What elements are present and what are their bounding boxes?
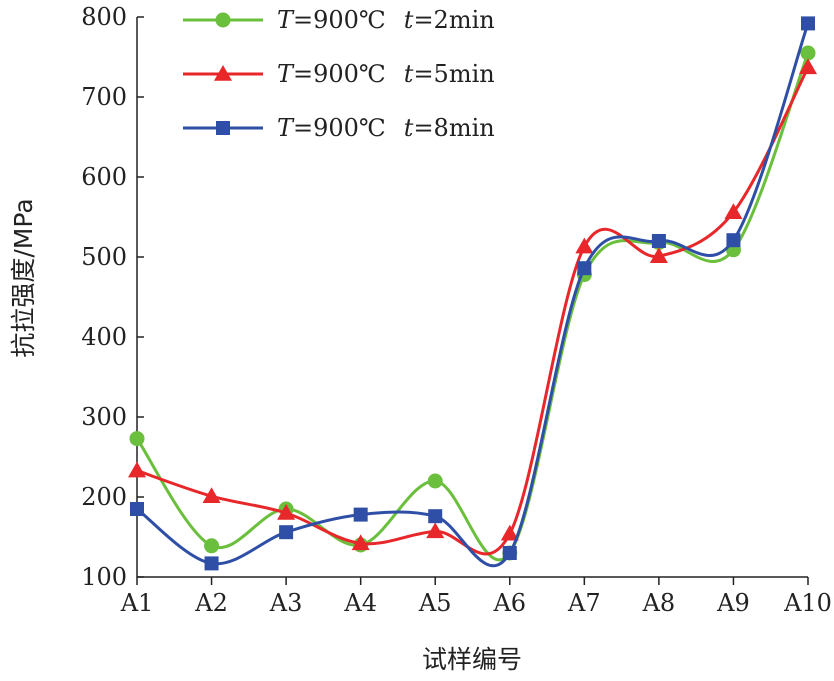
data-point xyxy=(426,522,445,539)
data-point xyxy=(204,538,220,554)
legend-label-part: =900℃ xyxy=(293,114,386,142)
series-2 xyxy=(128,58,817,556)
data-point xyxy=(130,502,144,516)
legend-label-part: =8min xyxy=(413,114,494,142)
legend-label-part: t xyxy=(404,60,414,88)
x-tick-label: A2 xyxy=(194,589,228,617)
y-tick-label: 100 xyxy=(81,563,127,591)
data-point xyxy=(726,233,741,248)
data-point xyxy=(428,509,443,524)
data-point xyxy=(800,45,816,61)
legend-label-part: =900℃ xyxy=(293,6,386,34)
y-ticks: 100 200 300 400 500 600 700 800 xyxy=(81,3,144,591)
data-point xyxy=(427,473,443,489)
data-point xyxy=(277,504,296,520)
data-point xyxy=(279,525,294,540)
data-point xyxy=(649,247,668,263)
series-3 xyxy=(130,16,815,571)
y-tick-label: 200 xyxy=(81,483,127,511)
data-point xyxy=(575,237,594,254)
y-tick-label: 800 xyxy=(81,3,127,31)
data-point xyxy=(577,261,592,276)
data-point xyxy=(799,58,817,75)
legend-label-part: =900℃ xyxy=(293,60,386,88)
legend-label: T=900℃ t=8min xyxy=(277,114,495,142)
x-tick-label: A1 xyxy=(120,589,154,617)
axes xyxy=(136,17,808,578)
legend-item: T=900℃ t=8min xyxy=(183,114,495,142)
data-point xyxy=(351,534,370,551)
legend-marker xyxy=(216,121,230,135)
legend-item: T=900℃ t=5min xyxy=(183,60,495,88)
data-point xyxy=(500,524,519,541)
x-tick-label: A7 xyxy=(567,589,601,617)
legend-label: T=900℃ t=5min xyxy=(277,60,495,88)
legend-label-part: t xyxy=(404,114,414,142)
series-line xyxy=(136,22,810,568)
data-point xyxy=(801,16,815,31)
y-tick-label: 300 xyxy=(81,403,127,431)
series-layer xyxy=(128,16,817,571)
x-tick-label: A9 xyxy=(716,589,750,617)
legend-label: T=900℃ t=2min xyxy=(277,6,495,34)
legend-marker xyxy=(214,65,232,81)
x-tick-label: A4 xyxy=(343,589,377,617)
legend-label-part: T xyxy=(277,114,295,142)
data-point xyxy=(502,546,517,560)
data-point xyxy=(353,507,368,522)
legend-item: T=900℃ t=2min xyxy=(183,6,495,34)
y-tick-label: 700 xyxy=(81,83,127,111)
legend-label-part: t xyxy=(404,6,414,34)
y-tick-label: 400 xyxy=(81,323,127,351)
legend-label-part: T xyxy=(277,60,295,88)
data-point xyxy=(724,203,743,219)
legend-label-part: T xyxy=(277,6,295,34)
data-point xyxy=(651,234,666,248)
data-point xyxy=(128,461,146,478)
x-axis-title: 试样编号 xyxy=(422,645,522,674)
x-tick-label: A6 xyxy=(492,589,526,617)
legend-label-part: =2min xyxy=(413,6,494,34)
legend-marker xyxy=(215,12,231,28)
data-point xyxy=(129,431,145,447)
y-tick-label: 500 xyxy=(81,243,127,271)
x-ticks: A1 A2 A3 A4 A5 A6 A7 A8 A9 A10 xyxy=(120,577,832,617)
y-axis-title: 抗拉强度/MPa xyxy=(9,198,38,357)
legend-label-part: =5min xyxy=(413,60,494,88)
x-tick-label: A8 xyxy=(642,589,676,617)
x-tick-label: A10 xyxy=(783,589,832,617)
series-line xyxy=(135,52,810,562)
y-tick-label: 600 xyxy=(81,163,127,191)
data-point xyxy=(204,556,219,571)
data-point xyxy=(202,487,221,503)
x-tick-label: A3 xyxy=(269,589,303,617)
x-tick-label: A5 xyxy=(418,589,452,617)
